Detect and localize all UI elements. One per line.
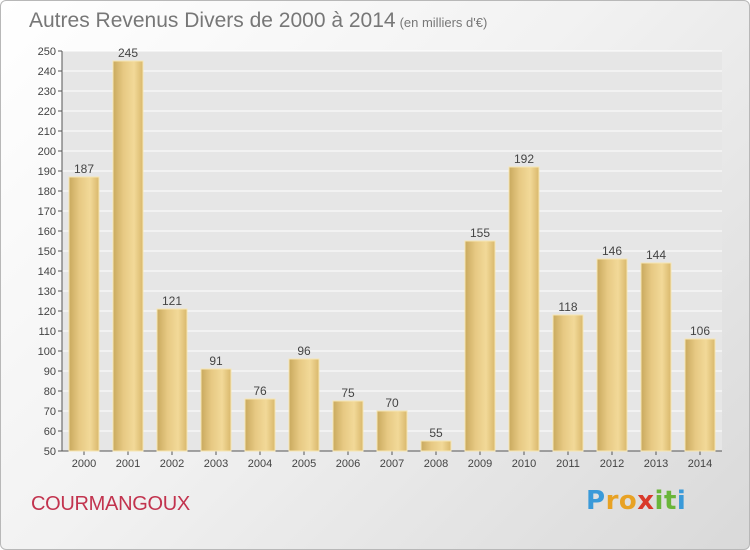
bar [156, 308, 188, 452]
bar [68, 176, 100, 452]
y-tick-label: 160 [38, 226, 56, 238]
bar-value-label: 144 [646, 248, 666, 262]
logo-letter: i [676, 486, 687, 516]
logo-letter: P [586, 486, 606, 516]
y-tick-label: 220 [38, 106, 56, 118]
x-axis: 2000 2001 2002 2003 2004 2005 2006 2007 2008 2009… [62, 450, 722, 470]
y-tick-label: 140 [38, 266, 56, 278]
y-tick-label: 190 [38, 166, 56, 178]
y-tick-label: 210 [38, 126, 56, 138]
bar-value-label: 187 [74, 162, 94, 176]
x-tick-label: 2002 [160, 458, 184, 470]
y-tick-label: 170 [38, 206, 56, 218]
y-tick-label: 240 [38, 66, 56, 78]
bar-value-label: 55 [429, 426, 443, 440]
bar-value-label: 75 [341, 386, 355, 400]
bar [112, 60, 144, 452]
commune-name: COURMANGOUX [31, 493, 190, 515]
chart-unit-label: (en milliers d'€) [399, 15, 488, 30]
bar [420, 440, 452, 452]
x-tick-label: 2005 [292, 458, 316, 470]
bar-value-label: 121 [162, 294, 182, 308]
proxiti-logo: Proxiti [586, 486, 686, 516]
bar [288, 358, 320, 452]
logo-letter: i [654, 486, 664, 516]
y-tick-label: 180 [38, 186, 56, 198]
x-tick-label: 2004 [248, 458, 272, 470]
bar-value-label: 245 [118, 46, 138, 60]
x-tick-label: 2003 [204, 458, 228, 470]
bar [200, 368, 232, 452]
logo-letter: x [637, 486, 655, 516]
y-tick-label: 120 [38, 306, 56, 318]
y-tick-label: 80 [44, 386, 56, 398]
bar-value-label: 96 [297, 344, 311, 358]
y-tick-label: 250 [38, 46, 56, 58]
y-tick-label: 100 [38, 346, 56, 358]
x-tick-label: 2009 [468, 458, 492, 470]
value-labels: 187 245 121 91 76 96 75 70 55 155 192 118 146 144 106 [74, 46, 710, 440]
bar-value-label: 76 [253, 384, 267, 398]
bar [596, 258, 628, 452]
logo-letter: o [618, 486, 638, 516]
bar-value-label: 155 [470, 226, 490, 240]
x-tick-label: 2012 [600, 458, 624, 470]
y-tick-label: 200 [38, 146, 56, 158]
y-tick-label: 90 [44, 366, 56, 378]
x-tick-label: 2000 [72, 458, 96, 470]
bars [68, 60, 716, 452]
y-axis: 50 60 70 80 90 100 110 120 130 140 150 160 170 180 190… [38, 46, 63, 458]
bar [376, 410, 408, 452]
bar [244, 398, 276, 452]
y-tick-label: 50 [44, 446, 56, 458]
bar-value-label: 146 [602, 244, 622, 258]
y-tick-label: 150 [38, 246, 56, 258]
bar-value-label: 118 [558, 300, 577, 314]
x-tick-label: 2007 [380, 458, 404, 470]
chart-title-text: Autres Revenus Divers de 2000 à 2014 [29, 9, 396, 32]
bar-value-label: 106 [690, 324, 710, 338]
logo-letter: r [605, 486, 619, 516]
bar [640, 262, 672, 452]
bar [508, 166, 540, 452]
bar-value-label: 192 [514, 152, 534, 166]
x-tick-label: 2011 [556, 458, 580, 470]
chart-title: Autres Revenus Divers de 2000 à 2014 (en … [29, 9, 487, 33]
y-tick-label: 60 [44, 426, 56, 438]
bar-value-label: 91 [209, 354, 223, 368]
y-tick-label: 130 [38, 286, 56, 298]
y-tick-label: 230 [38, 86, 56, 98]
bar [332, 400, 364, 452]
y-tick-label: 110 [38, 326, 56, 338]
x-tick-label: 2014 [688, 458, 712, 470]
bar [552, 314, 584, 452]
x-tick-label: 2001 [116, 458, 140, 470]
bar [464, 240, 496, 452]
bar [684, 338, 716, 452]
y-tick-label: 70 [44, 406, 56, 418]
x-tick-label: 2013 [644, 458, 668, 470]
x-tick-label: 2008 [424, 458, 448, 470]
x-tick-label: 2010 [512, 458, 536, 470]
logo-letter: t [663, 486, 677, 516]
x-tick-label: 2006 [336, 458, 360, 470]
bar-value-label: 70 [385, 396, 399, 410]
